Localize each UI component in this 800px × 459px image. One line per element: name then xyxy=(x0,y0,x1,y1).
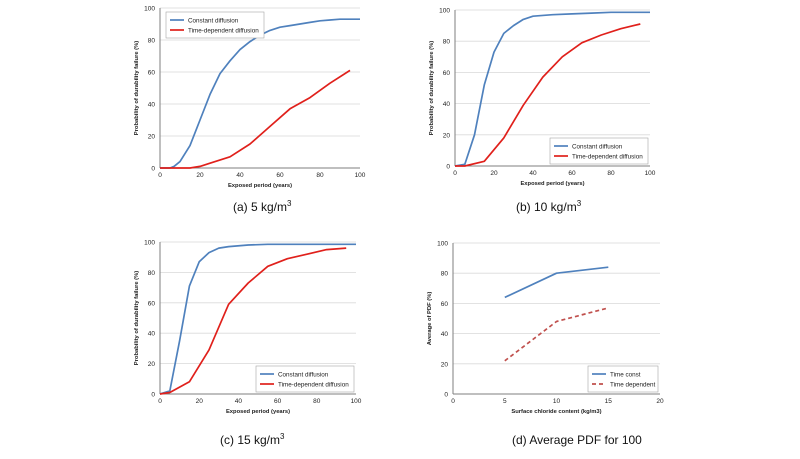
y-axis-title-a: Probability of durability failure (%) xyxy=(134,41,140,135)
y-tick-label-c-4: 80 xyxy=(148,270,156,277)
x-axis-title-c: Exposed period (years) xyxy=(226,409,290,415)
y-axis-title-c: Probability of durability failure (%) xyxy=(134,271,140,365)
legend-label-a-1: Time-dependent diffusion xyxy=(188,27,259,34)
y-tick-label-d-5: 100 xyxy=(437,241,448,248)
y-tick-label-a-0: 0 xyxy=(151,166,155,173)
x-tick-label-b-3: 60 xyxy=(568,170,576,177)
legend-box-b xyxy=(549,137,649,165)
x-tick-label-d-3: 15 xyxy=(605,398,613,405)
chart-caption-c: (c) 15 kg/m3 xyxy=(220,432,284,447)
x-axis-title-b: Exposed period (years) xyxy=(520,181,584,187)
series-line-d-1 xyxy=(504,307,609,362)
x-tick-label-b-5: 100 xyxy=(645,170,656,177)
chart-panel-d: 0 20 40 60 80 100 0 5 10 15 20 Surface chloride con… xyxy=(400,229,800,458)
y-axis-title-b: Probability of durability failure (%) xyxy=(429,41,435,135)
legend-box-a xyxy=(165,11,265,39)
x-tick-label-d-4: 20 xyxy=(656,398,664,405)
y-tick-label-c-5: 100 xyxy=(144,240,155,247)
y-tick-label-b-3: 60 xyxy=(443,70,451,77)
legend-box-d xyxy=(587,365,659,393)
series-line-c-1 xyxy=(159,247,347,395)
x-tick-label-d-1: 5 xyxy=(503,398,507,405)
legend-label-d-1: Time dependent xyxy=(610,381,656,388)
x-tick-label-a-4: 80 xyxy=(316,172,324,179)
x-tick-label-a-5: 100 xyxy=(355,172,366,179)
series-line-b-1 xyxy=(455,23,641,167)
legend-label-d-0: Time const xyxy=(610,371,641,378)
y-tick-label-c-3: 60 xyxy=(148,300,156,307)
chart-caption-b-text: (b) 10 kg/m xyxy=(516,200,577,214)
legend-label-a-0: Constant diffusion xyxy=(188,17,239,24)
x-axis-title-a: Exposed period (years) xyxy=(228,183,292,189)
legend-label-b-0: Constant diffusion xyxy=(572,143,623,150)
y-tick-label-a-2: 40 xyxy=(148,102,156,109)
x-axis-title-d: Surface chloride content (kg/m3) xyxy=(511,409,601,415)
chart-caption-d-text: (d) Average PDF for 100 xyxy=(512,433,642,447)
y-tick-label-a-3: 60 xyxy=(148,70,156,77)
y-tick-label-c-2: 40 xyxy=(148,331,156,338)
x-tick-label-a-1: 20 xyxy=(196,172,204,179)
y-tick-label-c-1: 20 xyxy=(148,361,156,368)
y-tick-label-b-5: 100 xyxy=(439,8,450,15)
chart-caption-d: (d) Average PDF for 100 xyxy=(512,432,642,447)
x-tick-label-c-2: 40 xyxy=(235,398,243,405)
x-tick-label-b-4: 80 xyxy=(607,170,615,177)
series-line-b-0 xyxy=(454,11,650,167)
y-tick-label-b-1: 20 xyxy=(443,132,451,139)
chart-caption-a-text: (a) 5 kg/m xyxy=(233,200,288,214)
chart-caption-a-sup: 3 xyxy=(287,199,292,208)
chart-svg-c: 0 20 40 60 80 100 0 20 40 60 80 100 Exposed period (… xyxy=(134,240,362,416)
chart-svg-b: 0 20 40 60 80 100 0 20 40 60 80 100 Exposed period (… xyxy=(429,8,656,188)
y-tick-label-b-4: 80 xyxy=(443,39,451,46)
y-tick-label-d-3: 60 xyxy=(441,301,449,308)
y-tick-label-a-1: 20 xyxy=(148,134,156,141)
y-tick-label-a-5: 100 xyxy=(144,6,155,13)
series-line-a-0 xyxy=(160,18,360,169)
y-tick-label-d-2: 40 xyxy=(441,331,449,338)
series-line-c-0 xyxy=(159,243,356,395)
x-tick-label-c-1: 20 xyxy=(196,398,204,405)
chart-caption-b: (b) 10 kg/m3 xyxy=(516,199,581,214)
x-tick-label-a-3: 60 xyxy=(276,172,284,179)
y-tick-label-d-4: 80 xyxy=(441,271,449,278)
chart-svg-d: 0 20 40 60 80 100 0 5 10 15 20 Surface chloride con… xyxy=(427,241,664,416)
legend-box-c xyxy=(255,365,355,393)
legend-label-c-0: Constant diffusion xyxy=(278,371,329,378)
chart-caption-c-text: (c) 15 kg/m xyxy=(220,433,281,447)
chart-caption-c-sup: 3 xyxy=(280,432,285,441)
legend-label-b-1: Time-dependent diffusion xyxy=(572,153,643,160)
y-tick-label-a-4: 80 xyxy=(148,38,156,45)
chart-svg-a: 0 20 40 60 80 100 0 20 40 60 80 100 Exposed period (… xyxy=(134,6,366,190)
series-line-a-1 xyxy=(160,69,351,169)
x-tick-label-b-2: 40 xyxy=(529,170,537,177)
y-tick-label-b-0: 0 xyxy=(446,164,450,171)
y-axis-title-d: Average of PDF (%) xyxy=(427,292,433,346)
x-tick-label-c-4: 80 xyxy=(313,398,321,405)
y-tick-label-b-2: 40 xyxy=(443,101,451,108)
x-tick-label-c-3: 60 xyxy=(274,398,282,405)
x-tick-label-c-0: 0 xyxy=(158,398,162,405)
x-tick-label-d-0: 0 xyxy=(451,398,455,405)
chart-panel-b: 0 20 40 60 80 100 0 20 40 60 80 100 Exposed period (… xyxy=(400,0,800,229)
x-tick-label-b-0: 0 xyxy=(453,170,457,177)
y-tick-label-d-1: 20 xyxy=(441,361,449,368)
legend-label-c-1: Time-dependent diffusion xyxy=(278,381,349,388)
chart-caption-b-sup: 3 xyxy=(576,199,582,208)
chart-panel-a: 0 20 40 60 80 100 0 20 40 60 80 100 Exposed period (… xyxy=(0,0,400,229)
x-tick-label-a-2: 40 xyxy=(236,172,244,179)
y-tick-label-c-0: 0 xyxy=(151,392,155,399)
chart-panel-c: 0 20 40 60 80 100 0 20 40 60 80 100 Exposed period (… xyxy=(0,229,400,458)
y-tick-label-d-0: 0 xyxy=(444,392,448,399)
x-tick-label-a-0: 0 xyxy=(158,172,162,179)
series-line-d-0 xyxy=(504,266,609,299)
chart-caption-a: (a) 5 kg/m3 xyxy=(233,199,291,214)
x-tick-label-b-1: 20 xyxy=(490,170,498,177)
x-tick-label-c-5: 100 xyxy=(351,398,362,405)
x-tick-label-d-2: 10 xyxy=(553,398,561,405)
